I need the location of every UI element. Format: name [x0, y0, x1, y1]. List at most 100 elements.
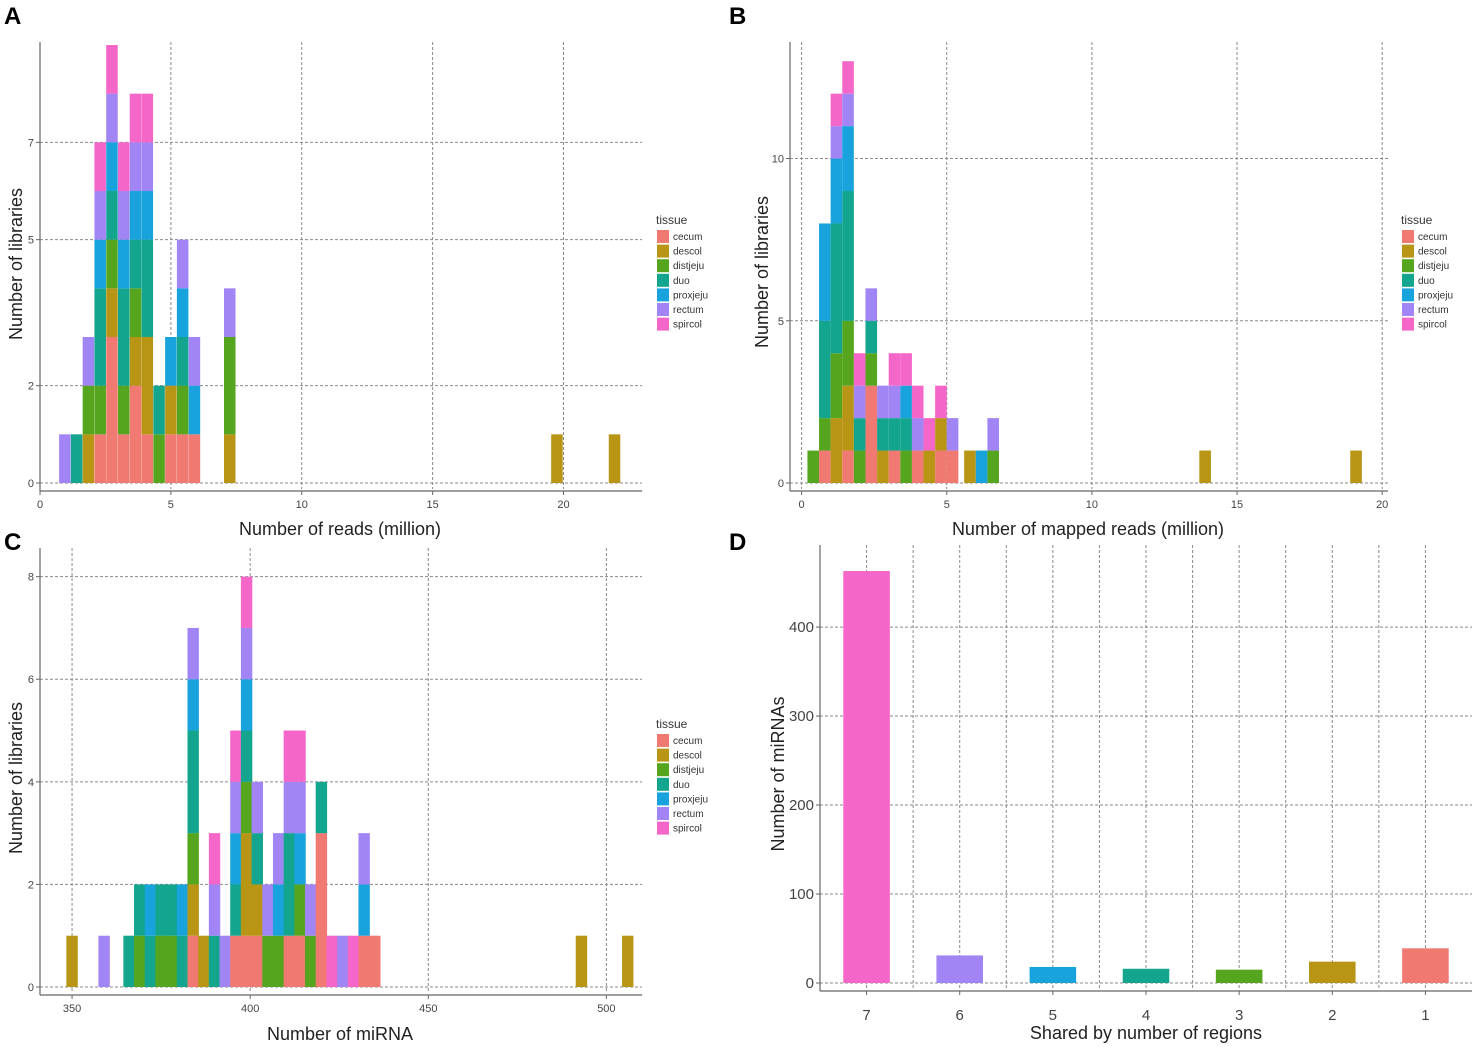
legend-label-distjeju: distjeju	[673, 765, 704, 776]
bar-segment-rectum	[358, 833, 370, 885]
bar-segment-duo	[283, 833, 296, 936]
y-tick-label: 2	[28, 879, 34, 891]
bar-segment-descol	[842, 385, 854, 451]
bar-segment-duo	[70, 434, 83, 483]
bar-segment-proxjeju	[176, 288, 189, 337]
bar-segment-distjeju	[94, 385, 106, 435]
bar-4	[1122, 968, 1170, 983]
legend-label-descol: descol	[673, 751, 702, 762]
panel-letter: B	[729, 3, 746, 30]
bar-segment-distjeju	[294, 884, 306, 936]
y-tick-label: 400	[789, 619, 814, 636]
bar-segment-cecum	[251, 935, 263, 987]
y-tick-label: 10	[772, 154, 784, 166]
legend-label-proxjeju: proxjeju	[1418, 290, 1453, 301]
x-tick-label: 6	[956, 1007, 964, 1024]
bar-segment-proxjeju	[240, 679, 253, 731]
bar-segment-proxjeju	[129, 191, 142, 240]
bar-segment-proxjeju	[187, 679, 199, 731]
bar-segment-rectum	[877, 385, 889, 419]
bar-segment-cecum	[946, 450, 959, 483]
bar-segment-duo	[94, 288, 106, 386]
bar-7	[843, 571, 890, 983]
legend-label-spircol: spircol	[673, 824, 702, 835]
bar-segment-distjeju	[819, 418, 831, 451]
x-tick-label: 400	[241, 1003, 259, 1015]
bar-segment-cecum	[911, 450, 924, 483]
y-tick-label: 7	[28, 137, 34, 149]
bar-segment-rectum	[294, 781, 306, 834]
bar-segment-cecum	[842, 450, 854, 483]
legend-label-cecum: cecum	[673, 736, 702, 747]
bar-segment-proxjeju	[144, 884, 157, 936]
bar-segment-rectum	[224, 288, 236, 337]
legend-title: tissue	[656, 717, 688, 731]
panel-a: 0 5 10 15 20 0 2 5 7 Number of reads (million) Num…	[4, 3, 642, 539]
y-tick-label: 0	[778, 478, 784, 490]
x-axis-label: Shared by number of regions	[1030, 1023, 1262, 1043]
bar-segment-duo	[900, 418, 912, 451]
legend-swatch-distjeju	[1402, 259, 1414, 273]
bar-segment-duo	[141, 239, 154, 337]
bar-segment-rectum	[94, 191, 106, 240]
y-tick-label: 2	[28, 381, 34, 393]
bar-segment-duo	[176, 337, 189, 386]
bar-segment-descol	[224, 434, 236, 483]
legend-swatch-duo	[657, 777, 669, 791]
bar-segment-duo	[106, 191, 118, 240]
y-tick-label: 5	[28, 235, 34, 247]
bar-segment-spircol	[94, 142, 106, 191]
bar-segment-cecum	[106, 337, 118, 483]
y-tick-label: 6	[28, 674, 34, 686]
legend-swatch-cecum	[657, 230, 669, 243]
bar-segment-distjeju	[900, 450, 912, 483]
panel-letter: D	[729, 529, 746, 556]
bar-segment-descol	[1350, 450, 1362, 483]
bar-segment-proxjeju	[975, 450, 988, 483]
bar-segment-descol	[82, 434, 95, 483]
panel-d: 7 6 5 4 3 2 1 0 100 200 300 400 Shared by number of …	[729, 529, 1472, 1043]
bar-segment-distjeju	[842, 320, 854, 386]
legend-label-distjeju: distjeju	[673, 261, 704, 272]
x-tick-label: 0	[799, 499, 805, 511]
y-tick-label: 0	[806, 975, 814, 992]
legend-swatch-cecum	[1402, 230, 1414, 243]
bar-segment-spircol	[283, 730, 296, 782]
bar-segment-duo	[240, 730, 253, 782]
x-axis-label: Number of mapped reads (million)	[952, 519, 1224, 539]
bar-segment-cecum	[188, 434, 201, 483]
bar-segment-rectum	[853, 385, 866, 419]
bar-segment-rectum	[830, 126, 843, 159]
bar-segment-proxjeju	[819, 223, 831, 321]
bar-segment-duo	[166, 884, 178, 936]
x-tick-label: 5	[944, 499, 950, 511]
bar-segment-rectum	[188, 337, 201, 386]
x-tick-label: 10	[1086, 499, 1098, 511]
legend-swatch-distjeju	[657, 259, 669, 273]
bar-segment-duo	[144, 935, 157, 987]
x-tick-label: 0	[37, 499, 43, 511]
y-tick-label: 100	[789, 886, 814, 903]
legend-label-rectum: rectum	[1418, 305, 1449, 316]
bar-segment-proxjeju	[188, 385, 201, 435]
x-tick-label: 15	[426, 499, 438, 511]
bar-segment-duo	[208, 935, 221, 987]
x-tick-label: 5	[1049, 1007, 1057, 1024]
bar-segment-rectum	[129, 142, 142, 191]
bar-segment-spircol	[141, 93, 154, 143]
legend-swatch-descol	[657, 748, 669, 762]
legend-swatch-distjeju	[657, 763, 669, 777]
bar-segment-distjeju	[134, 935, 146, 987]
bar-segment-duo	[129, 239, 142, 289]
legend-label-cecum: cecum	[673, 232, 702, 243]
bar-segment-descol	[551, 434, 563, 483]
bar-segment-descol	[240, 833, 253, 936]
bar-segment-spircol	[923, 418, 936, 451]
bar-segment-rectum	[219, 935, 231, 987]
x-tick-label: 3	[1235, 1007, 1243, 1024]
bar-segment-distjeju	[305, 935, 317, 987]
bar-segment-rectum	[176, 239, 189, 289]
bar-segment-rectum	[106, 93, 118, 143]
bar-segment-descol	[66, 935, 78, 987]
